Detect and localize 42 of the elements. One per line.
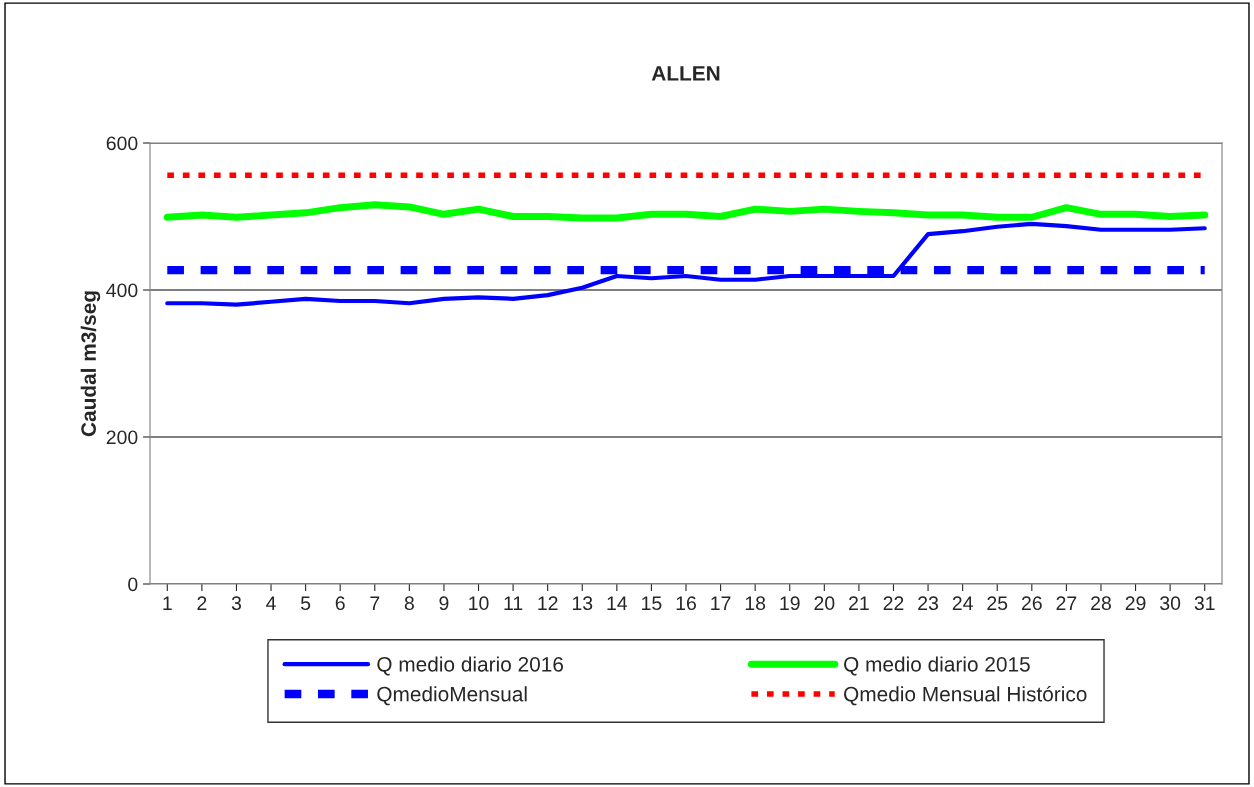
- x-tick-label: 17: [711, 596, 731, 610]
- legend-label: QmedioMensual: [377, 686, 527, 706]
- chart-title: ALLEN: [651, 66, 720, 81]
- x-tick-label: 31: [1194, 596, 1215, 611]
- x-tick-label: 7: [370, 596, 380, 610]
- x-tick-label: 8: [404, 596, 414, 611]
- y-tick-label: 200: [106, 430, 138, 445]
- y-tick-label: 600: [106, 136, 138, 151]
- x-tick-label: 6: [335, 596, 345, 611]
- x-tick-label: 20: [814, 596, 835, 611]
- x-tick-label: 24: [952, 596, 973, 610]
- y-tick-label: 0: [128, 577, 138, 592]
- x-tick-label: 19: [780, 596, 800, 611]
- x-tick-label: 10: [469, 596, 489, 611]
- x-tick-label: 13: [572, 596, 593, 611]
- legend-label: Q medio diario 2015: [844, 656, 1030, 676]
- x-tick-label: 18: [745, 596, 766, 611]
- x-tick-label: 2: [197, 596, 207, 610]
- x-tick-label: 30: [1160, 596, 1181, 611]
- x-tick-label: 26: [1021, 596, 1042, 611]
- x-tick-label: 9: [439, 596, 449, 611]
- legend-label: Q medio diario 2016: [377, 656, 563, 676]
- x-tick-label: 22: [883, 596, 904, 610]
- x-tick-label: 3: [231, 596, 241, 611]
- x-tick-label: 16: [676, 596, 696, 611]
- x-tick-label: 29: [1125, 596, 1146, 611]
- y-tick-label: 400: [106, 283, 138, 298]
- legend-label: Qmedio Mensual Histórico: [844, 685, 1087, 706]
- x-tick-label: 14: [607, 596, 628, 610]
- x-tick-label: 1: [163, 596, 172, 610]
- x-tick-label: 25: [987, 596, 1008, 611]
- x-tick-label: 28: [1091, 596, 1111, 611]
- y-axis-title: Caudal m3/seg: [80, 291, 101, 437]
- x-tick-label: 23: [918, 596, 939, 611]
- x-tick-label: 15: [642, 596, 662, 611]
- x-tick-label: 5: [300, 596, 311, 611]
- x-tick-label: 21: [849, 596, 869, 610]
- line-series: [165, 221, 1207, 307]
- x-tick-label: 12: [538, 596, 558, 610]
- x-tick-label: 11: [504, 596, 523, 610]
- x-tick-label: 4: [266, 596, 276, 610]
- x-tick-label: 27: [1056, 596, 1077, 610]
